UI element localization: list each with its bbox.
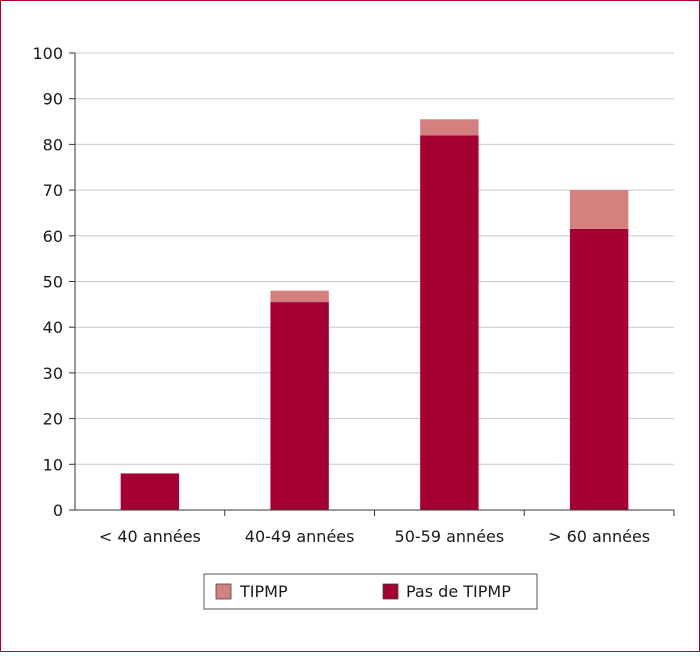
axes [69,52,675,516]
x-tick-label: 40-49 années [245,527,355,546]
gridlines [75,52,674,465]
y-tick-label: 10 [43,455,63,474]
y-tick-label: 90 [43,90,63,109]
y-tick-label: 100 [32,44,63,63]
legend-label-tipmp: TIPMP [239,582,288,601]
legend-swatch-pas-de-tipmp [382,583,399,600]
bar-pas-de-tipmp-3 [420,135,479,510]
y-tick-label: 60 [43,227,63,246]
bar-pas-de-tipmp-1 [120,473,180,510]
x-tick-label: > 60 années [548,527,650,546]
y-tick-label: 50 [43,273,63,292]
legend-label-pas-de-tipmp: Pas de TIPMP [406,582,511,601]
legend: TIPMP Pas de TIPMP [203,573,538,610]
y-tick-label: 0 [53,501,63,520]
y-tick-label: 20 [43,410,63,429]
bar-tipmp-2 [270,290,329,303]
x-tick-labels: < 40 années 40-49 années 50-59 années > 60 … [99,527,650,546]
bar-tipmp-4 [569,190,629,229]
legend-box [203,573,538,610]
legend-swatch-tipmp [215,583,232,600]
y-tick-label: 40 [43,318,63,337]
x-tick-label: < 40 années [99,527,201,546]
y-tick-label: 30 [43,364,63,383]
bars [120,119,629,510]
bar-pas-de-tipmp-4 [569,228,629,510]
y-tick-label: 80 [43,135,63,154]
y-tick-labels: 0 10 20 30 40 50 60 70 80 90 100 [32,44,63,520]
y-tick-label: 70 [43,181,63,200]
bar-pas-de-tipmp-2 [270,302,329,510]
bar-tipmp-3 [420,119,479,136]
x-tick-label: 50-59 années [395,527,505,546]
